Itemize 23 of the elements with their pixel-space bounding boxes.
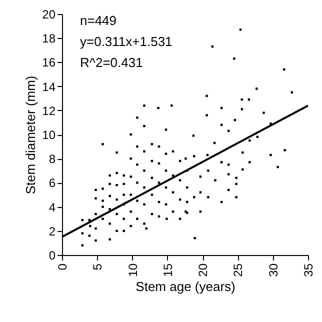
y-tick-label: 6	[48, 176, 56, 190]
annotation: R^2=0.431	[80, 55, 143, 70]
y-tick-label: 12	[42, 104, 56, 118]
x-axis-title: Stem age (years)	[136, 278, 236, 294]
y-tick-label: 16	[42, 56, 56, 70]
x-tick-label: 25	[231, 263, 246, 277]
y-tick-label: 2	[48, 224, 56, 238]
x-tick-label: 15	[160, 263, 175, 277]
y-tick-label: 4	[48, 200, 56, 214]
x-tick-label: 5	[90, 263, 105, 270]
y-tick-label: 18	[42, 32, 56, 46]
x-tick-label: 30	[266, 263, 280, 277]
annotation: y=0.311x+1.531	[80, 34, 172, 49]
x-tick-label: 10	[126, 263, 140, 277]
y-tick-label: 8	[48, 152, 56, 166]
y-axis-title: Stem diameter (mm)	[23, 76, 38, 194]
x-tick-label: 35	[302, 263, 316, 277]
x-tick-label: 0	[56, 263, 70, 270]
y-tick-label: 14	[42, 80, 56, 94]
y-tick-label: 10	[42, 128, 56, 142]
annotation: n=449	[80, 13, 117, 28]
y-tick-label: 20	[42, 8, 56, 22]
x-tick-label: 20	[196, 263, 210, 277]
